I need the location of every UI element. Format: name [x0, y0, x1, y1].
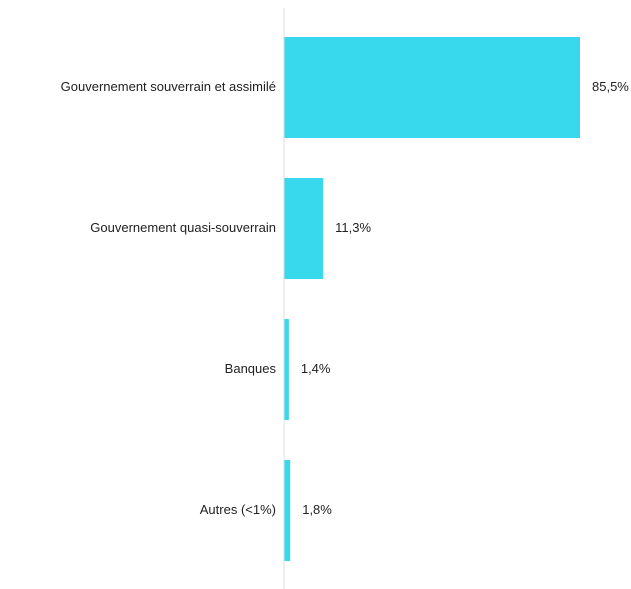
category-label-group: Gouvernement souverrain et assimilé Gouve…	[61, 79, 277, 517]
bar-group	[284, 37, 580, 561]
category-label-gouvernement-quasi-souverrain: Gouvernement quasi-souverrain	[90, 220, 276, 235]
value-label-gouvernement-quasi-souverrain: 11,3%	[335, 220, 371, 235]
bar-banques	[284, 319, 289, 420]
category-label-banques: Banques	[225, 361, 277, 376]
bar-gouvernement-souverrain-et-assimile	[284, 37, 580, 138]
bar-gouvernement-quasi-souverrain	[284, 178, 324, 279]
bar-autres-1	[284, 460, 291, 561]
category-label-gouvernement-souverrain-et-assimile: Gouvernement souverrain et assimilé	[61, 79, 276, 94]
value-label-gouvernement-souverrain-et-assimile: 85,5%	[592, 79, 629, 94]
value-label-group: 85,5% 11,3% 1,4% 1,8%	[301, 79, 629, 517]
value-label-autres-1: 1,8%	[302, 502, 332, 517]
value-label-banques: 1,4%	[301, 361, 331, 376]
category-label-autres-1: Autres (<1%)	[200, 502, 276, 517]
